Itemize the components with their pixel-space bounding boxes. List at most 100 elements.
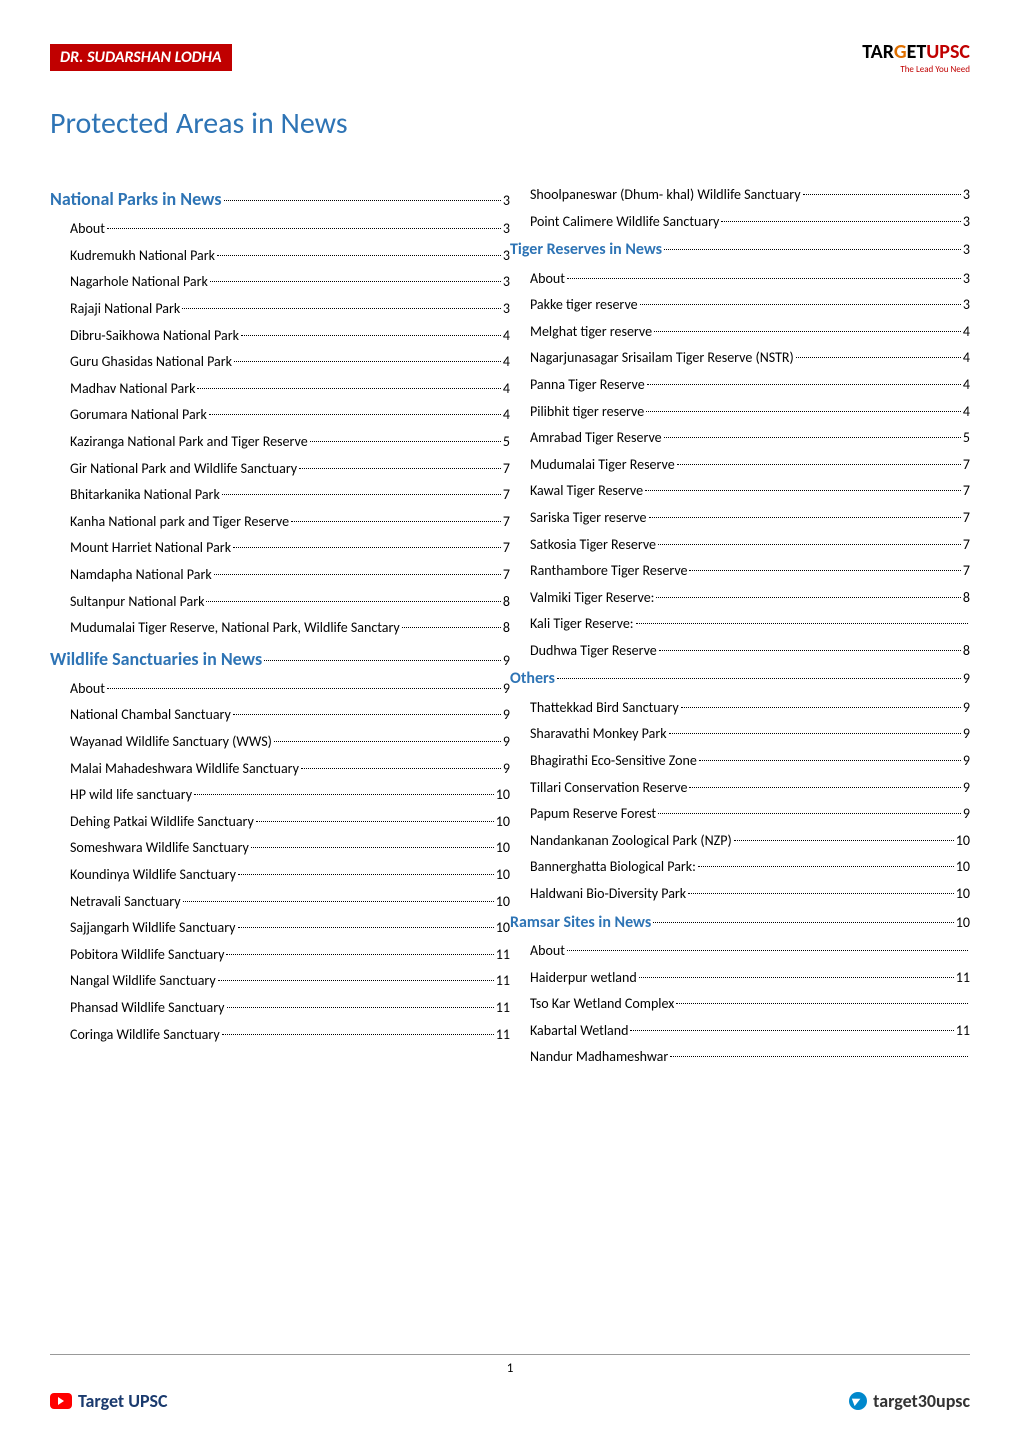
toc-entry[interactable]: Satkosia Tiger Reserve7: [510, 532, 970, 559]
toc-entry-page: 3: [963, 266, 970, 293]
toc-container: National Parks in News3About3Kudremukh N…: [50, 182, 970, 1048]
toc-entry[interactable]: Mudumalai Tiger Reserve, National Park, …: [50, 615, 510, 642]
footer-right-label: target30upsc: [873, 1390, 970, 1412]
toc-dots: [653, 922, 954, 923]
toc-entry[interactable]: Melghat tiger reserve4: [510, 319, 970, 346]
toc-entry-label: Malai Mahadeshwara Wildlife Sanctuary: [70, 756, 299, 783]
toc-entry[interactable]: National Parks in News3: [50, 182, 510, 216]
toc-dots: [107, 228, 501, 229]
toc-entry[interactable]: Coringa Wildlife Sanctuary11: [50, 1022, 510, 1049]
toc-entry[interactable]: Others9: [510, 664, 970, 694]
toc-entry[interactable]: Kanha National park and Tiger Reserve7: [50, 509, 510, 536]
toc-entry[interactable]: Sajjangarh Wildlife Sanctuary10: [50, 915, 510, 942]
toc-entry[interactable]: Shoolpaneswar (Dhum- khal) Wildlife Sanc…: [510, 182, 970, 209]
toc-entry[interactable]: Gorumara National Park4: [50, 402, 510, 429]
author-badge: DR. SUDARSHAN LODHA: [50, 44, 232, 71]
toc-dots: [698, 866, 954, 867]
toc-entry[interactable]: Dehing Patkai Wildlife Sanctuary 10: [50, 809, 510, 836]
toc-entry[interactable]: Papum Reserve Forest9: [510, 801, 970, 828]
toc-entry-label: Valmiki Tiger Reserve:: [530, 585, 654, 612]
toc-dots: [264, 660, 501, 661]
toc-entry[interactable]: Kawal Tiger Reserve7: [510, 478, 970, 505]
toc-entry[interactable]: Malai Mahadeshwara Wildlife Sanctuary9: [50, 756, 510, 783]
toc-entry[interactable]: Kudremukh National Park3: [50, 243, 510, 270]
toc-entry[interactable]: Sariska Tiger reserve7: [510, 505, 970, 532]
toc-entry[interactable]: Nandur Madhameshwar: [510, 1044, 970, 1071]
toc-entry[interactable]: Someshwara Wildlife Sanctuary10: [50, 835, 510, 862]
toc-entry[interactable]: Nangal Wildlife Sanctuary11: [50, 968, 510, 995]
toc-entry[interactable]: Valmiki Tiger Reserve:8: [510, 585, 970, 612]
toc-entry[interactable]: Mount Harriet National Park7: [50, 535, 510, 562]
toc-entry[interactable]: Nagarjunasagar Srisailam Tiger Reserve (…: [510, 345, 970, 372]
toc-dots: [274, 741, 501, 742]
toc-entry[interactable]: About3: [50, 216, 510, 243]
toc-entry[interactable]: Guru Ghasidas National Park4: [50, 349, 510, 376]
toc-entry[interactable]: Tiger Reserves in News3: [510, 235, 970, 265]
toc-entry[interactable]: Tillari Conservation Reserve9: [510, 775, 970, 802]
toc-entry-label: Tiger Reserves in News: [510, 235, 662, 265]
toc-entry[interactable]: Haiderpur wetland11: [510, 965, 970, 992]
toc-entry[interactable]: Pobitora Wildlife Sanctuary11: [50, 942, 510, 969]
header-bar: DR. SUDARSHAN LODHA TARGETUPSC The Lead …: [50, 40, 970, 75]
toc-entry[interactable]: Bhitarkanika National Park7: [50, 482, 510, 509]
toc-entry[interactable]: Ramsar Sites in News10: [510, 908, 970, 938]
toc-entry-page: 7: [503, 509, 510, 536]
toc-entry[interactable]: About: [510, 938, 970, 965]
toc-entry[interactable]: Tso Kar Wetland Complex: [510, 991, 970, 1018]
footer-logos: Target UPSC target30upsc: [50, 1390, 970, 1412]
toc-entry-label: Kawal Tiger Reserve: [530, 478, 643, 505]
toc-entry[interactable]: Koundinya Wildlife Sanctuary10: [50, 862, 510, 889]
toc-entry[interactable]: Kaziranga National Park and Tiger Reserv…: [50, 429, 510, 456]
toc-entry-label: Coringa Wildlife Sanctuary: [70, 1022, 220, 1049]
toc-entry[interactable]: Pakke tiger reserve3: [510, 292, 970, 319]
toc-entry-page: 10: [496, 862, 510, 889]
toc-dots: [402, 627, 501, 628]
toc-entry[interactable]: Wildlife Sanctuaries in News9: [50, 642, 510, 676]
toc-entry-page: 10: [496, 809, 510, 836]
toc-entry[interactable]: Wayanad Wildlife Sanctuary (WWS)9: [50, 729, 510, 756]
toc-entry-label: Gir National Park and Wildlife Sanctuary: [70, 456, 297, 483]
toc-dots: [796, 357, 961, 358]
toc-entry[interactable]: Point Calimere Wildlife Sanctuary3: [510, 209, 970, 236]
toc-entry[interactable]: HP wild life sanctuary10: [50, 782, 510, 809]
toc-entry[interactable]: Nandankanan Zoological Park (NZP)10: [510, 828, 970, 855]
toc-entry[interactable]: Sultanpur National Park8: [50, 589, 510, 616]
toc-entry[interactable]: Phansad Wildlife Sanctuary11: [50, 995, 510, 1022]
toc-entry[interactable]: Dibru-Saikhowa National Park4: [50, 323, 510, 350]
toc-entry[interactable]: Ranthambore Tiger Reserve7: [510, 558, 970, 585]
toc-entry[interactable]: Gir National Park and Wildlife Sanctuary…: [50, 456, 510, 483]
toc-entry-label: Others: [510, 664, 555, 694]
toc-entry[interactable]: Kabartal Wetland11: [510, 1018, 970, 1045]
toc-entry[interactable]: Thattekkad Bird Sanctuary9: [510, 695, 970, 722]
toc-entry[interactable]: National Chambal Sanctuary9: [50, 702, 510, 729]
toc-entry-page: 4: [963, 345, 970, 372]
toc-entry[interactable]: Kali Tiger Reserve:: [510, 611, 970, 638]
toc-dots: [803, 194, 961, 195]
toc-dots: [670, 1056, 968, 1057]
toc-dots: [664, 437, 961, 438]
toc-entry[interactable]: Bannerghatta Biological Park:10: [510, 854, 970, 881]
toc-entry[interactable]: Dudhwa Tiger Reserve8: [510, 638, 970, 665]
toc-entry[interactable]: About3: [510, 266, 970, 293]
toc-entry-page: 3: [503, 269, 510, 296]
toc-entry[interactable]: Haldwani Bio-Diversity Park10: [510, 881, 970, 908]
toc-entry[interactable]: Bhagirathi Eco-Sensitive Zone9: [510, 748, 970, 775]
toc-entry[interactable]: Amrabad Tiger Reserve5: [510, 425, 970, 452]
toc-entry-label: Pobitora Wildlife Sanctuary: [70, 942, 224, 969]
toc-entry[interactable]: Nagarhole National Park3: [50, 269, 510, 296]
toc-dots: [721, 221, 961, 222]
toc-entry[interactable]: Namdapha National Park7: [50, 562, 510, 589]
toc-entry[interactable]: Netravali Sanctuary10: [50, 889, 510, 916]
footer: 1 Target UPSC target30upsc: [50, 1354, 970, 1412]
toc-dots: [256, 821, 494, 822]
toc-entry-page: 7: [963, 558, 970, 585]
toc-entry[interactable]: Rajaji National Park3: [50, 296, 510, 323]
toc-entry[interactable]: Panna Tiger Reserve4: [510, 372, 970, 399]
toc-entry[interactable]: About9: [50, 676, 510, 703]
toc-entry[interactable]: Mudumalai Tiger Reserve7: [510, 452, 970, 479]
toc-entry[interactable]: Madhav National Park4: [50, 376, 510, 403]
toc-entry-label: Dehing Patkai Wildlife Sanctuary: [70, 809, 254, 836]
toc-entry[interactable]: Pilibhit tiger reserve4: [510, 399, 970, 426]
toc-dots: [669, 733, 961, 734]
toc-entry[interactable]: Sharavathi Monkey Park9: [510, 721, 970, 748]
